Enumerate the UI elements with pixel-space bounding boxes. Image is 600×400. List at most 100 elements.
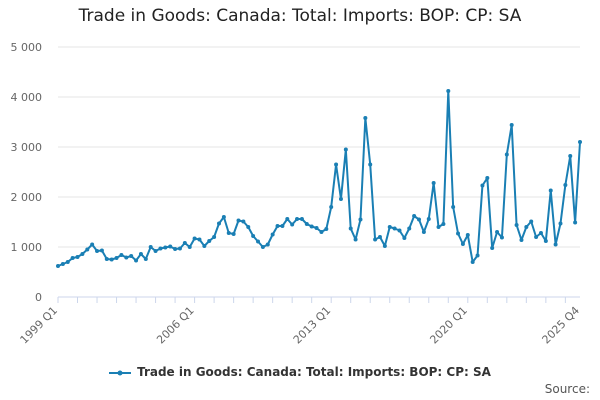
data-point[interactable] [334,162,339,167]
data-point[interactable] [417,217,422,222]
data-point[interactable] [348,226,353,231]
data-point[interactable] [485,176,490,180]
data-point[interactable] [187,245,192,249]
data-point[interactable] [563,183,568,187]
data-point[interactable] [456,231,461,236]
data-point[interactable] [260,245,265,249]
data-point[interactable] [275,224,280,228]
data-point[interactable] [216,221,221,226]
data-point[interactable] [173,247,178,251]
data-point[interactable] [85,247,90,252]
data-point[interactable] [529,219,534,224]
data-point[interactable] [207,239,212,243]
data-point[interactable] [421,230,426,234]
data-point[interactable] [256,239,261,244]
data-point[interactable] [60,262,65,266]
data-point[interactable] [280,224,285,228]
data-point[interactable] [290,222,295,227]
data-point[interactable] [197,237,202,242]
data-point[interactable] [226,231,231,235]
data-point[interactable] [265,242,270,247]
data-point[interactable] [70,256,75,260]
data-point[interactable] [56,264,60,268]
data-point[interactable] [382,244,387,248]
data-point[interactable] [377,235,382,239]
data-point[interactable] [158,246,163,251]
data-point[interactable] [304,222,309,226]
data-point[interactable] [441,222,446,226]
data-point[interactable] [319,230,324,234]
data-point[interactable] [309,224,314,229]
data-point[interactable] [519,238,524,242]
data-point[interactable] [270,232,275,237]
data-point[interactable] [90,242,95,247]
data-point[interactable] [538,231,543,235]
data-point[interactable] [246,225,251,229]
data-point[interactable] [578,140,582,144]
data-point[interactable] [314,226,319,230]
data-point[interactable] [426,217,431,221]
data-point[interactable] [129,254,134,258]
data-point[interactable] [353,237,358,242]
data-point[interactable] [114,256,119,260]
data-point[interactable] [402,236,407,240]
data-point[interactable] [553,242,558,247]
data-point[interactable] [231,232,236,236]
data-point[interactable] [573,220,578,225]
data-point[interactable] [65,260,70,264]
data-point[interactable] [148,245,153,249]
data-point[interactable] [221,215,226,219]
data-point[interactable] [192,236,197,241]
data-point[interactable] [95,249,100,253]
data-point[interactable] [543,239,548,243]
data-point[interactable] [168,244,173,249]
data-point[interactable] [143,257,148,261]
data-point[interactable] [465,233,470,237]
data-point[interactable] [534,235,539,239]
data-point[interactable] [251,234,256,238]
data-point[interactable] [460,242,465,246]
data-point[interactable] [324,227,329,231]
data-point[interactable] [490,246,495,250]
data-point[interactable] [295,217,300,221]
data-point[interactable] [119,253,124,257]
data-point[interactable] [548,188,553,193]
data-point[interactable] [358,217,363,222]
data-point[interactable] [436,225,441,229]
data-point[interactable] [368,162,373,167]
data-point[interactable] [163,245,168,250]
data-point[interactable] [99,248,104,253]
data-point[interactable] [177,246,182,251]
data-point[interactable] [104,257,109,261]
data-point[interactable] [451,205,456,209]
data-point[interactable] [182,241,187,245]
data-point[interactable] [514,223,519,227]
data-point[interactable] [338,197,343,201]
data-point[interactable] [202,244,207,248]
data-point[interactable] [299,217,304,221]
data-point[interactable] [568,154,573,158]
data-point[interactable] [343,147,348,152]
data-point[interactable] [558,221,563,226]
data-point[interactable] [407,226,412,231]
data-point[interactable] [236,218,241,223]
data-point[interactable] [109,257,114,262]
data-point[interactable] [241,219,246,224]
data-point[interactable] [392,226,397,231]
data-point[interactable] [470,260,475,264]
data-point[interactable] [124,255,129,260]
data-point[interactable] [80,252,85,256]
data-point[interactable] [480,183,485,188]
data-point[interactable] [412,214,417,218]
legend[interactable]: Trade in Goods: Canada: Total: Imports: … [0,365,600,379]
data-point[interactable] [212,235,217,239]
data-point[interactable] [475,253,480,258]
data-point[interactable] [446,89,451,93]
data-point[interactable] [153,249,158,253]
data-point[interactable] [285,217,290,221]
data-point[interactable] [75,255,80,259]
data-point[interactable] [138,252,143,256]
data-point[interactable] [397,228,402,233]
data-point[interactable] [495,230,500,234]
data-point[interactable] [363,116,368,120]
